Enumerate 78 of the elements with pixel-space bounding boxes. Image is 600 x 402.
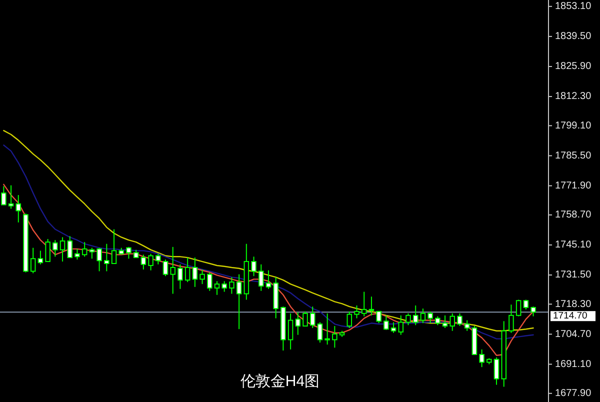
candlestick <box>67 236 73 258</box>
candlestick <box>530 306 536 317</box>
candlestick <box>1 186 6 206</box>
candlestick <box>288 312 294 350</box>
y-tick-label: 1785.50 <box>555 150 592 162</box>
candlestick <box>111 228 117 264</box>
candlestick <box>8 184 14 210</box>
candlestick <box>302 310 308 327</box>
candlestick <box>295 312 301 336</box>
candlestick <box>450 312 456 332</box>
candlestick <box>332 326 338 348</box>
y-tick-label: 1731.50 <box>555 270 592 281</box>
candlestick <box>516 299 522 317</box>
candlestick <box>406 312 411 326</box>
candlestick <box>162 259 168 277</box>
candlestick <box>442 314 448 329</box>
candlestick <box>60 236 66 262</box>
candlestick <box>45 238 50 262</box>
candlestick <box>310 306 316 329</box>
candlestick <box>494 356 500 386</box>
candlestick <box>126 246 132 260</box>
candlestick <box>428 310 433 324</box>
candlestick <box>390 322 396 334</box>
candlestick <box>200 268 205 285</box>
y-tick-label: 1812.30 <box>555 91 592 102</box>
y-tick-label: 1718.30 <box>555 298 592 310</box>
y-tick-label: 1677.90 <box>555 388 592 400</box>
candlestick <box>222 280 227 292</box>
candlestick <box>178 264 183 290</box>
candlestick <box>192 257 198 288</box>
candlestick <box>464 320 470 332</box>
candlestick <box>258 264 264 292</box>
candlestick <box>457 312 462 327</box>
candlestick <box>251 256 256 277</box>
candlestick <box>398 314 404 336</box>
y-tick-label: 1704.70 <box>555 328 592 340</box>
candlestick <box>384 314 389 330</box>
candlestick <box>229 276 234 294</box>
candlestick <box>207 272 212 292</box>
candlestick <box>184 257 190 283</box>
ref-line-label: 1714.70 <box>553 310 588 322</box>
candlestick <box>236 274 242 330</box>
candlestick <box>479 348 484 368</box>
candlestick <box>104 243 110 272</box>
y-tick-label: 1839.50 <box>555 31 592 42</box>
candlestick <box>89 247 95 260</box>
y-tick-label: 1745.10 <box>555 240 592 251</box>
y-tick-label: 1853.10 <box>555 1 592 12</box>
candlestick <box>354 304 360 319</box>
candlestick <box>170 246 176 294</box>
candlestick <box>214 280 220 296</box>
y-tick-label: 1799.10 <box>555 120 592 132</box>
candlestick <box>156 253 161 265</box>
candlestick <box>317 322 323 344</box>
candlestick <box>52 240 58 258</box>
candlestick <box>324 312 330 346</box>
candlestick <box>412 304 418 326</box>
text: 伦敦金H4图 <box>240 372 320 390</box>
candlestick <box>376 310 382 324</box>
candlestick <box>16 194 22 223</box>
candlestick <box>74 248 80 260</box>
y-tick-label: 1691.10 <box>555 358 592 370</box>
y-tick-label: 1825.90 <box>555 61 592 72</box>
candlestick <box>508 304 514 334</box>
candlestick <box>523 299 529 310</box>
candlestick <box>30 247 36 274</box>
y-tick-label: 1771.90 <box>555 180 592 192</box>
candlestick <box>368 296 374 316</box>
y-tick-label: 1758.70 <box>555 210 592 221</box>
candlestick <box>346 310 352 329</box>
candlestick <box>140 254 146 270</box>
candlestick <box>148 253 154 271</box>
candlestick <box>266 270 272 290</box>
candlestick <box>82 242 88 258</box>
candlestick <box>38 250 44 265</box>
candlestick <box>420 308 426 324</box>
candlestick <box>96 247 102 272</box>
candlestick <box>361 291 367 317</box>
